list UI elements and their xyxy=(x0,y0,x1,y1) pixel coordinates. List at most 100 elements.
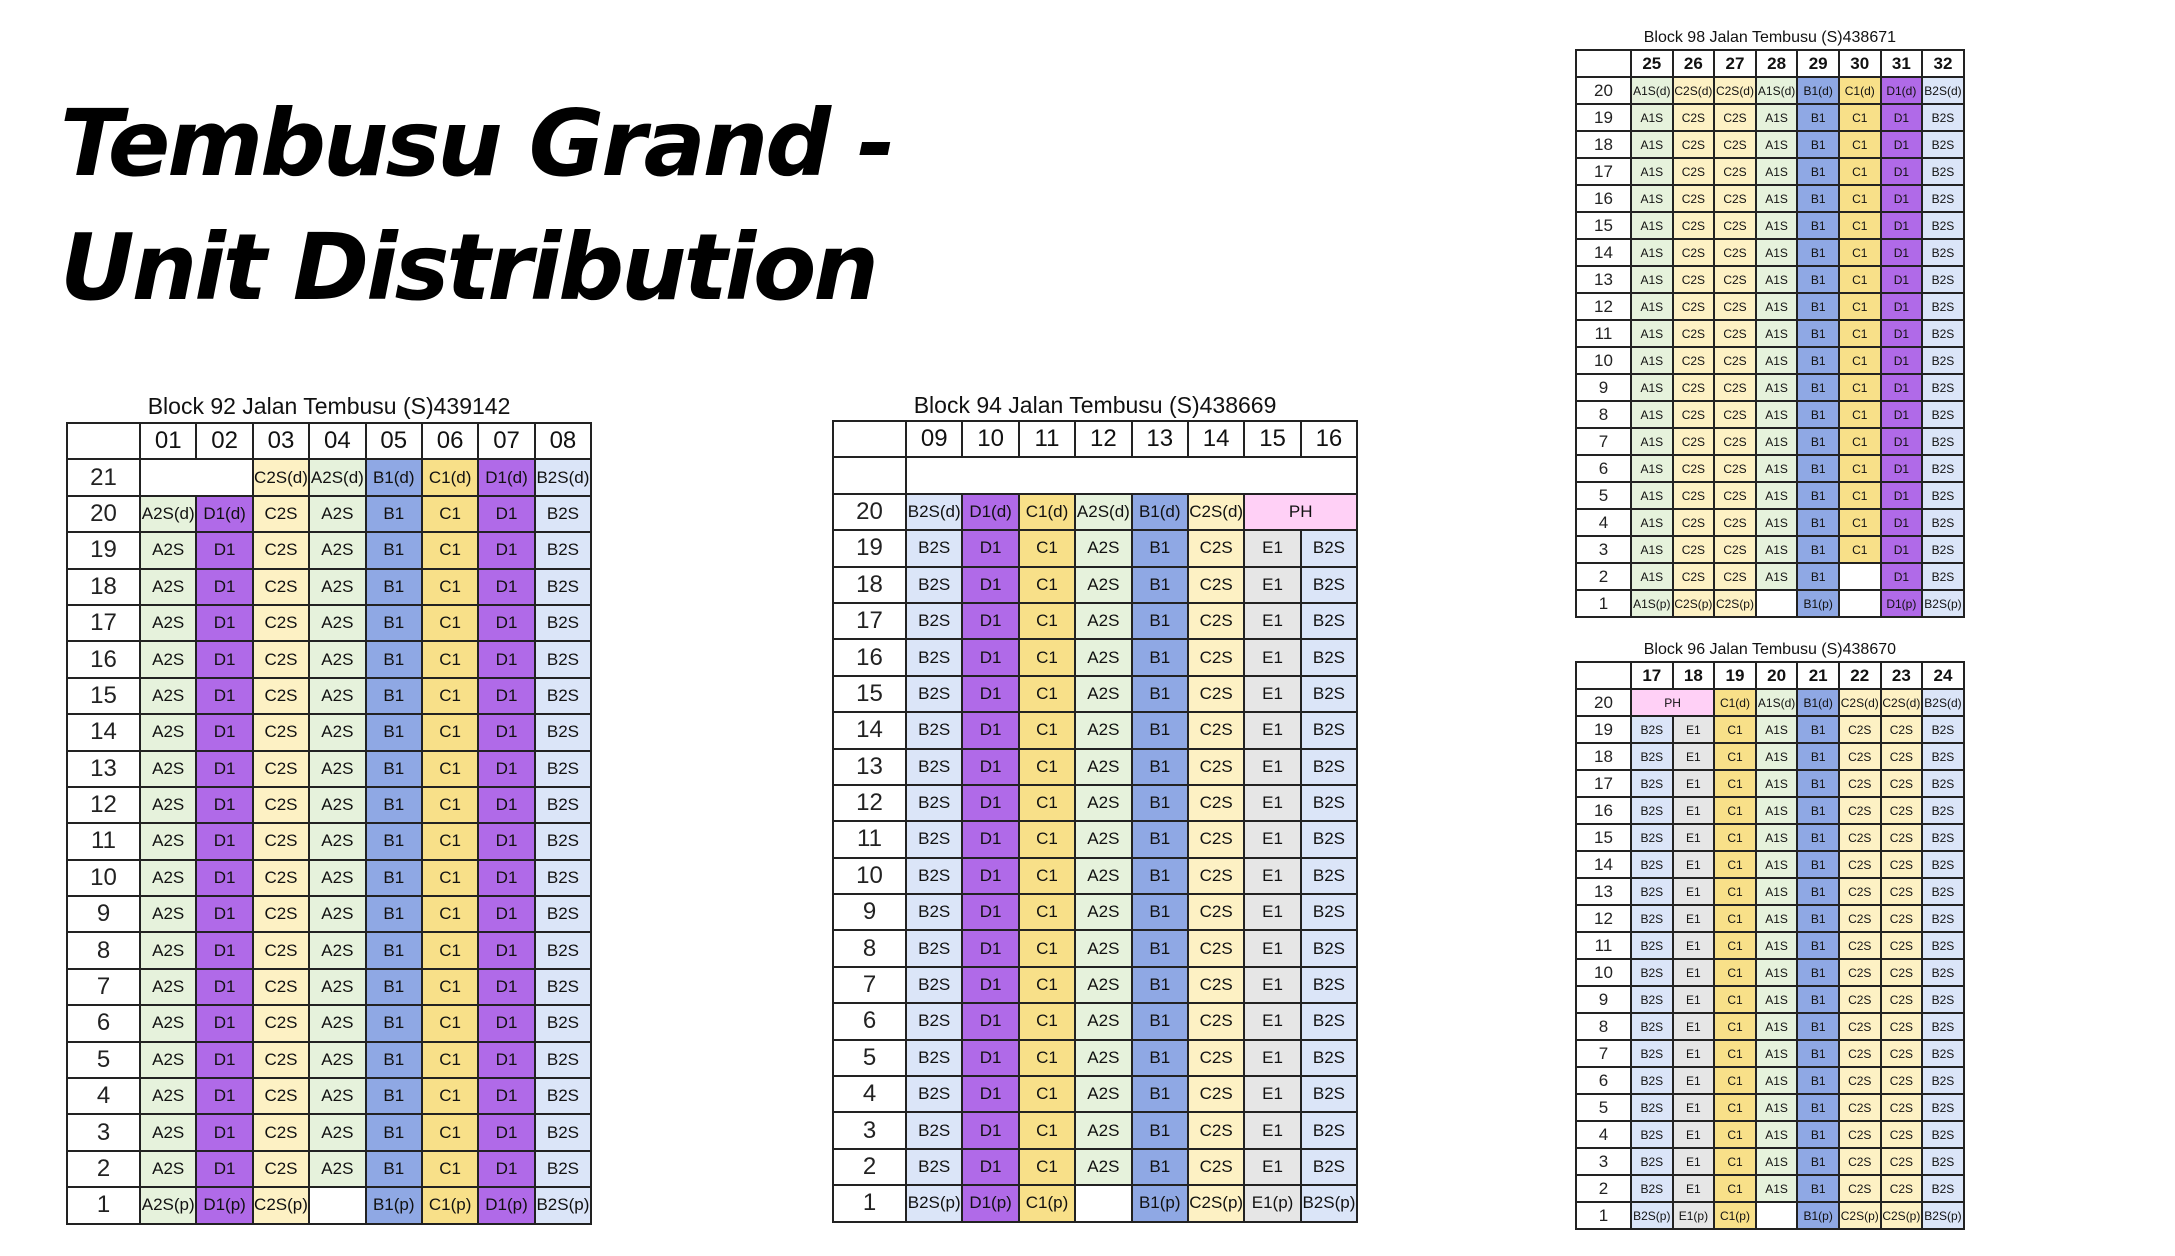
floor-label: 3 xyxy=(832,1111,907,1150)
unit-cell: B2S xyxy=(533,967,593,1007)
unit-cell: C1 xyxy=(1713,823,1757,852)
unit-cell: B1 xyxy=(1796,292,1840,321)
unit-cell: C1 xyxy=(1837,103,1882,132)
unit-cell: B1 xyxy=(1796,238,1840,267)
unit-cell: D1 xyxy=(195,931,254,970)
unit-cell: A1S(d) xyxy=(1754,76,1799,105)
unit-column-header: 23 xyxy=(1879,661,1924,690)
unit-cell: B2S xyxy=(1921,400,1965,429)
unit-cell: C2S(d) xyxy=(1837,688,1882,717)
unit-cell: B2S xyxy=(1921,157,1965,186)
unit-cell: B2S xyxy=(1921,1039,1965,1068)
unit-cell: B1 xyxy=(1130,820,1189,859)
unit-cell: C2S xyxy=(251,967,311,1007)
unit-cell: C2S(d) xyxy=(1879,688,1924,717)
unit-cell: B2S xyxy=(1921,535,1965,564)
unit-cell: C2S xyxy=(251,1040,311,1080)
unit-cell: D1(d) xyxy=(961,492,1020,532)
unit-cell: C1 xyxy=(1017,529,1077,568)
corner-cell xyxy=(1575,661,1632,690)
unit-cell: E1 xyxy=(1243,783,1302,823)
unit-cell: B2S xyxy=(1299,638,1359,677)
unit-cell: B2S xyxy=(533,1040,593,1080)
unit-cell: D1 xyxy=(961,747,1020,786)
unit-cell: B2S xyxy=(1921,958,1965,987)
unit-column-header: 28 xyxy=(1754,49,1799,78)
unit-cell: C1(p) xyxy=(1713,1201,1757,1230)
unit-cell: C1(d) xyxy=(1017,492,1077,532)
unit-cell: E1 xyxy=(1671,742,1716,771)
floor-row: 19 B2S D1 C1 A2S B1 C2S E1 B2S xyxy=(832,529,1359,568)
unit-cell: B2S xyxy=(533,1004,593,1043)
unit-cell: B2S xyxy=(1299,1147,1359,1187)
unit-cell: D1(d) xyxy=(477,458,536,497)
unit-cell: D1 xyxy=(477,895,536,934)
floor-label: 2 xyxy=(1575,562,1632,591)
unit-cell: C1 xyxy=(1017,711,1077,750)
unit-cell: C2S xyxy=(1671,508,1716,537)
unit-cell: B1 xyxy=(1796,742,1840,771)
unit-cell: B2S xyxy=(1921,904,1965,933)
unit-cell: C1 xyxy=(1713,958,1757,987)
unit-cell: C1 xyxy=(1837,346,1882,375)
unit-column-header: 22 xyxy=(1837,661,1882,690)
unit-cell: B1 xyxy=(1796,508,1840,537)
unit-cell: A2S xyxy=(1074,1002,1133,1041)
unit-cell: B2S xyxy=(904,893,964,932)
unit-cell: C2S xyxy=(251,1004,311,1043)
unit-cell: E1 xyxy=(1243,711,1302,750)
floor-label: 14 xyxy=(1575,238,1632,267)
unit-cell: E1 xyxy=(1671,904,1716,933)
unit-cell: D1 xyxy=(195,895,254,934)
floor-row: 9 A1S C2S C2S A1S B1 C1 D1 B2S xyxy=(1575,373,1965,402)
unit-cell: B1 xyxy=(1130,893,1189,932)
unit-cell: A2S xyxy=(308,1077,367,1116)
unit-cell: C2S xyxy=(1713,211,1757,240)
unit-cell: D1 xyxy=(195,1077,254,1116)
floor-row: 19 A1S C2S C2S A1S B1 C1 D1 B2S xyxy=(1575,103,1965,132)
unit-cell: C2S xyxy=(1671,535,1716,564)
unit-cell: D1 xyxy=(195,676,254,716)
floor-row: 19 B2S E1 C1 A1S B1 C2S C2S B2S xyxy=(1575,715,1965,744)
unit-cell: D1 xyxy=(961,783,1020,823)
unit-cell: B1 xyxy=(364,749,423,788)
unit-cell: D1 xyxy=(1879,400,1924,429)
unit-cell: D1 xyxy=(1879,238,1924,267)
unit-cell: A1S xyxy=(1754,742,1799,771)
unit-cell: D1 xyxy=(1879,346,1924,375)
unit-cell: C2S xyxy=(1186,565,1246,604)
unit-cell: B1 xyxy=(1796,427,1840,456)
unit-column-header: 30 xyxy=(1837,49,1882,78)
floor-row: 12 A1S C2S C2S A1S B1 C1 D1 B2S xyxy=(1575,292,1965,321)
block-94: Block 94 Jalan Tembusu (S)438669 09 10 11 1… xyxy=(832,390,1359,1223)
floor-label: 1 xyxy=(66,1186,141,1225)
unit-cell: A2S xyxy=(308,567,367,606)
unit-cell: B2S xyxy=(533,895,593,934)
unit-cell: PH xyxy=(1629,688,1716,717)
unit-cell: A2S xyxy=(308,603,367,643)
unit-cell: B1(d) xyxy=(1796,76,1840,105)
floor-row: 20 PH C1(d) A1S(d) B1(d) C2S(d) C2S(d) B2S(d) xyxy=(1575,688,1965,717)
unit-cell: A1S xyxy=(1754,796,1799,825)
unit-cell: A2S xyxy=(1074,783,1133,823)
unit-column-header: 26 xyxy=(1671,49,1716,78)
unit-cell: C2S xyxy=(1713,508,1757,537)
unit-cell: C2S xyxy=(1879,1147,1924,1176)
unit-cell: A2S xyxy=(308,1040,367,1080)
unit-cell: C2S xyxy=(1671,319,1716,348)
unit-cell: C1 xyxy=(1837,211,1882,240)
unit-cell: C2S xyxy=(251,1113,311,1152)
unit-cell: C1 xyxy=(1837,319,1882,348)
unit-cell: A2S xyxy=(1074,529,1133,568)
floor-label: 19 xyxy=(832,529,907,568)
unit-cell: B2S xyxy=(1921,481,1965,510)
unit-cell: C2S xyxy=(1879,904,1924,933)
floor-row: 17 B2S E1 C1 A1S B1 C2S C2S B2S xyxy=(1575,769,1965,798)
unit-cell: B1 xyxy=(1796,535,1840,564)
unit-cell: B1(p) xyxy=(364,1186,423,1225)
unit-cell: B1 xyxy=(1130,1147,1189,1187)
unit-cell: B2S xyxy=(1921,850,1965,879)
unit-cell: C1 xyxy=(420,822,480,861)
unit-cell: C2S xyxy=(1879,850,1924,879)
unit-cell: D1 xyxy=(477,1040,536,1080)
